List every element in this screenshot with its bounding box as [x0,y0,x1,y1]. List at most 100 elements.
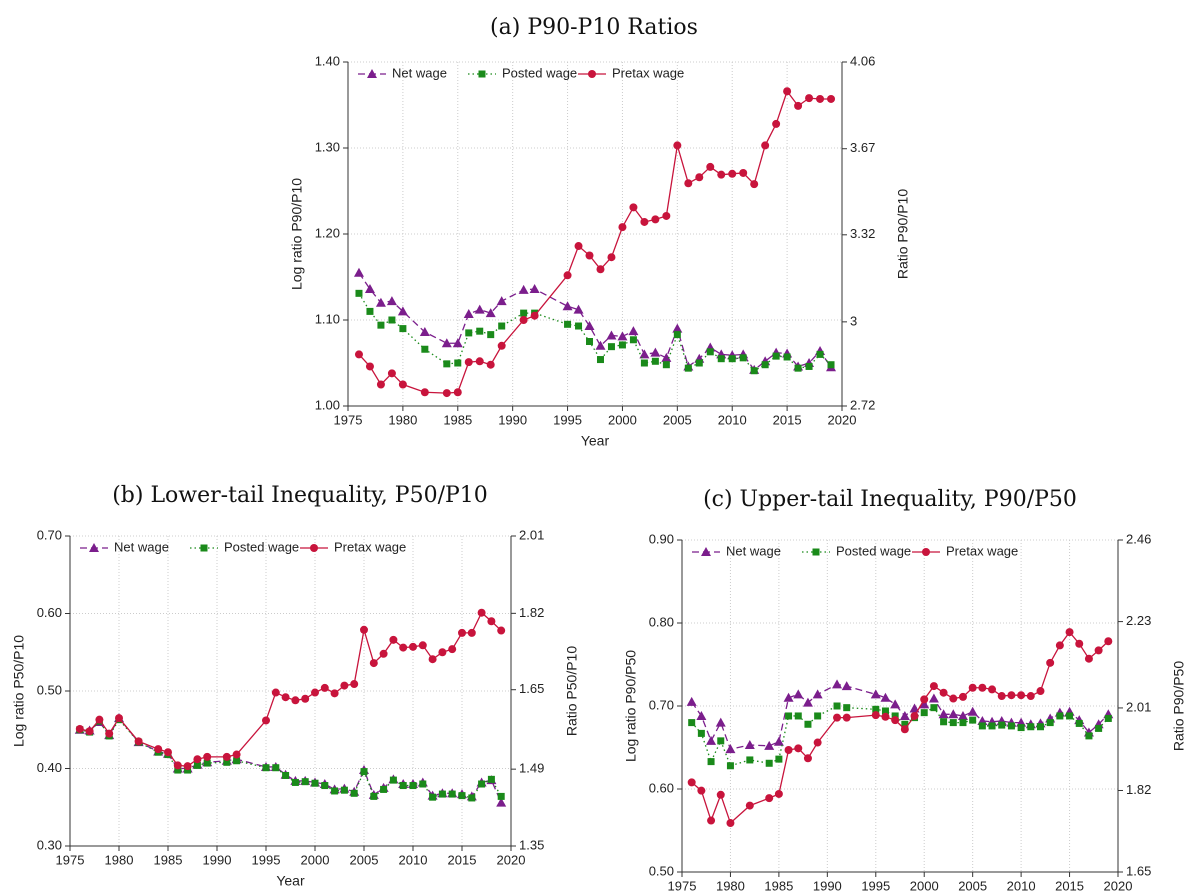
marker [899,710,910,720]
marker [765,794,774,803]
marker [386,296,397,306]
marker [465,329,473,337]
marker [575,322,583,330]
marker [816,350,824,358]
marker [89,543,99,552]
marker [193,761,201,769]
marker [458,792,466,800]
panel: (b) Lower-tail Inequality, P50/P10 0.30 0.… [11,483,580,889]
marker [585,251,594,260]
marker [998,721,1006,729]
marker [957,710,968,720]
marker [497,341,506,350]
x-tick-label: 2010 [718,412,747,427]
marker [365,362,374,371]
marker [1056,712,1064,720]
marker [717,170,726,179]
marker [959,719,967,727]
marker [389,635,398,644]
legend-label: Posted wage [224,539,299,554]
marker [909,703,920,713]
marker [745,801,754,810]
y-axis-label: Log ratio P90/P50 [623,650,639,762]
series-line [358,89,832,394]
marker [717,355,725,363]
marker [397,306,408,316]
marker [467,628,476,637]
marker [1055,641,1064,650]
marker [360,768,368,776]
marker [617,331,628,341]
marker [872,705,880,713]
marker [726,819,735,828]
marker [814,712,822,720]
marker [640,359,648,367]
marker [728,169,737,178]
marker [200,544,208,552]
marker [340,681,349,690]
marker [584,321,595,331]
marker [485,308,496,318]
marker [940,718,948,726]
marker [486,360,495,369]
marker [379,649,388,658]
marker [375,297,386,307]
y-tick-label: 1.30 [315,139,340,154]
marker [301,694,310,703]
marker [870,689,881,699]
marker [948,709,959,719]
marker [487,617,496,626]
marker [563,271,572,280]
marker [794,712,802,720]
marker [223,758,231,766]
marker [262,716,270,725]
marker [833,713,842,722]
y-tick-label: 0.50 [649,863,674,878]
marker [115,714,123,723]
marker [420,388,429,397]
marker [813,738,822,747]
y-tick-label: 0.30 [37,837,62,852]
marker [772,119,781,128]
x-tick-label: 2015 [773,412,802,427]
x-tick-label: 2005 [663,412,692,427]
marker [891,712,899,720]
marker [842,713,851,722]
marker [783,353,791,361]
marker [476,327,484,335]
marker [586,338,594,345]
legend-label: Pretax wage [334,539,406,554]
marker [629,336,637,344]
marker [1036,687,1045,696]
marker [369,659,378,668]
marker [364,284,375,294]
marker [222,752,231,761]
marker [891,716,900,725]
marker [890,699,901,709]
y-tick-label: 1.20 [315,225,340,240]
y-tick-label: 0.60 [649,780,674,795]
x-tick-label: 2000 [910,878,939,892]
marker [1075,719,1083,727]
marker [388,316,396,324]
marker [726,762,734,770]
marker [774,789,783,798]
y2-tick-label: 3.32 [850,226,875,241]
marker [497,792,505,800]
marker [478,780,486,788]
marker [684,364,692,372]
marker [707,758,715,766]
marker [881,712,890,721]
marker [881,707,889,715]
x-tick-label: 1975 [334,412,363,427]
marker [997,692,1006,701]
series-line [358,293,832,372]
marker [350,680,359,689]
marker [968,683,977,692]
x-tick-label: 2015 [448,852,477,867]
marker [783,692,794,702]
marker [1046,658,1055,667]
marker [354,350,363,359]
marker [475,357,484,366]
x-tick-label: 1980 [716,878,745,892]
